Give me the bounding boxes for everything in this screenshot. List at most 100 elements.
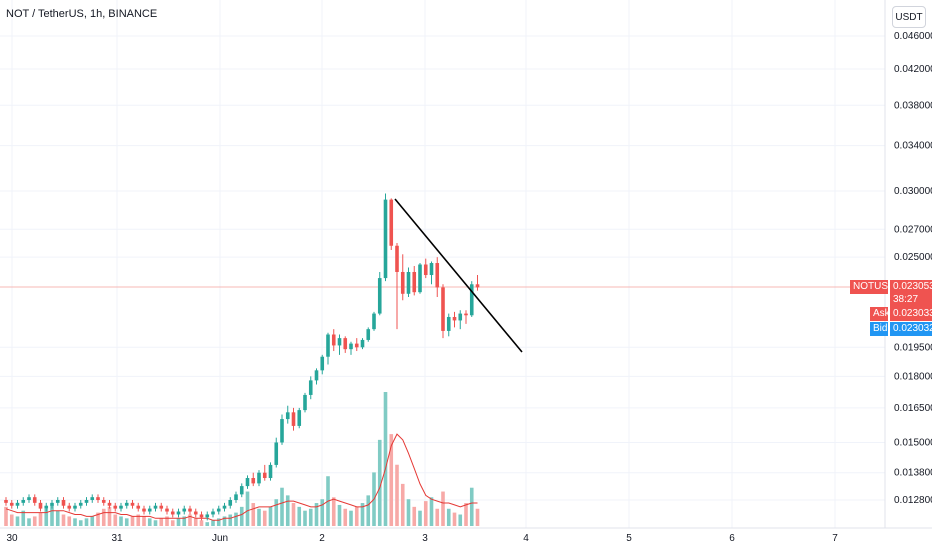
volume-bar bbox=[170, 520, 175, 526]
currency-button[interactable]: USDT bbox=[892, 6, 926, 28]
candle bbox=[475, 275, 480, 291]
volume-bar bbox=[268, 506, 273, 526]
volume-bar bbox=[245, 491, 250, 526]
volume-bar bbox=[142, 516, 146, 526]
candle bbox=[101, 497, 106, 506]
candle-body bbox=[96, 497, 100, 500]
volume-bar bbox=[452, 512, 457, 526]
volume-bar bbox=[239, 506, 244, 526]
candle-body bbox=[170, 511, 175, 515]
volume-bar bbox=[222, 516, 227, 526]
last-price-tag: 0.023053 bbox=[890, 280, 932, 294]
y-tick-label: 0.027000 bbox=[894, 224, 932, 235]
candle-body bbox=[228, 500, 233, 506]
volume-bar bbox=[429, 497, 434, 526]
y-tick-label: 0.015000 bbox=[894, 437, 932, 448]
candle bbox=[193, 508, 198, 518]
volume-bar bbox=[216, 518, 221, 526]
candle bbox=[222, 502, 227, 512]
volume-bar bbox=[9, 514, 14, 526]
candle-body bbox=[337, 338, 342, 346]
candle bbox=[297, 407, 302, 429]
volume-bar bbox=[38, 512, 43, 526]
candle-body bbox=[176, 511, 181, 515]
candle bbox=[15, 500, 20, 509]
volume-bar bbox=[458, 514, 463, 526]
volume-bar bbox=[136, 514, 141, 526]
price-axis[interactable]: 0.046000 0.042000 0.038000 0.034000 0.030000… bbox=[894, 31, 932, 506]
candle-body bbox=[326, 334, 330, 357]
volume-bar bbox=[73, 518, 77, 526]
candle bbox=[372, 311, 376, 331]
candle-body bbox=[130, 502, 135, 506]
volume-bar bbox=[435, 508, 440, 526]
volume-bar bbox=[262, 510, 267, 526]
candle bbox=[291, 407, 296, 431]
candle-body bbox=[38, 502, 43, 509]
candle bbox=[349, 341, 353, 355]
candle bbox=[314, 368, 319, 385]
candlesticks bbox=[4, 193, 480, 521]
time-axis[interactable]: 30 31 Jun 2 3 4 5 6 7 bbox=[6, 533, 838, 544]
candle-body bbox=[377, 278, 382, 314]
candle bbox=[27, 494, 31, 503]
trendline[interactable] bbox=[394, 198, 523, 353]
y-tick-label: 0.030000 bbox=[894, 186, 932, 197]
candle bbox=[418, 263, 422, 294]
candle-body bbox=[429, 263, 434, 276]
volume-bar bbox=[274, 499, 279, 526]
volume-bar bbox=[285, 495, 290, 526]
volume-bar bbox=[90, 516, 95, 526]
candle bbox=[32, 494, 37, 506]
candle-body bbox=[423, 264, 428, 276]
candle bbox=[50, 500, 54, 509]
candle bbox=[136, 502, 141, 512]
candle bbox=[182, 505, 187, 515]
candle-body bbox=[349, 343, 353, 350]
ask-value-tag: 0.023033 bbox=[890, 307, 932, 321]
candle bbox=[389, 198, 394, 250]
volume-bar bbox=[251, 503, 256, 526]
candle bbox=[308, 376, 313, 400]
candle bbox=[343, 336, 348, 353]
candle bbox=[458, 310, 463, 330]
candle bbox=[395, 242, 399, 330]
candle-body bbox=[303, 394, 307, 411]
candle bbox=[147, 505, 152, 515]
candle bbox=[78, 500, 83, 509]
x-tick-label: 30 bbox=[6, 533, 18, 544]
y-tick-label: 0.012800 bbox=[894, 495, 932, 506]
volume-bar bbox=[406, 499, 411, 526]
candle bbox=[107, 500, 112, 509]
volume-bar bbox=[78, 520, 83, 526]
volume-bar bbox=[188, 514, 192, 526]
candle-body bbox=[354, 343, 359, 348]
y-tick-label: 0.042000 bbox=[894, 64, 932, 75]
volume-bar bbox=[211, 520, 215, 526]
candle-body bbox=[27, 497, 31, 500]
candle-body bbox=[314, 370, 319, 381]
x-tick-label: 6 bbox=[729, 533, 735, 544]
candle-body bbox=[366, 329, 371, 340]
volume-bar bbox=[61, 514, 66, 526]
volume-bar bbox=[50, 504, 54, 526]
candle-body bbox=[395, 245, 399, 272]
chart-grid bbox=[0, 0, 885, 528]
candle-body bbox=[412, 271, 417, 293]
candle-body bbox=[274, 442, 279, 465]
candle bbox=[165, 505, 169, 515]
candle bbox=[464, 310, 468, 324]
candle-body bbox=[285, 412, 290, 420]
x-tick-label: 4 bbox=[523, 533, 529, 544]
candle-body bbox=[216, 508, 221, 512]
ask-label-tag: Ask bbox=[870, 307, 890, 321]
candle bbox=[119, 502, 123, 512]
candle-body bbox=[251, 478, 256, 484]
candle bbox=[130, 500, 135, 509]
candle-body bbox=[308, 380, 313, 395]
volume-bar bbox=[182, 516, 187, 526]
candle-body bbox=[372, 313, 376, 330]
trendline-segment[interactable] bbox=[394, 198, 523, 353]
candle bbox=[113, 502, 118, 512]
